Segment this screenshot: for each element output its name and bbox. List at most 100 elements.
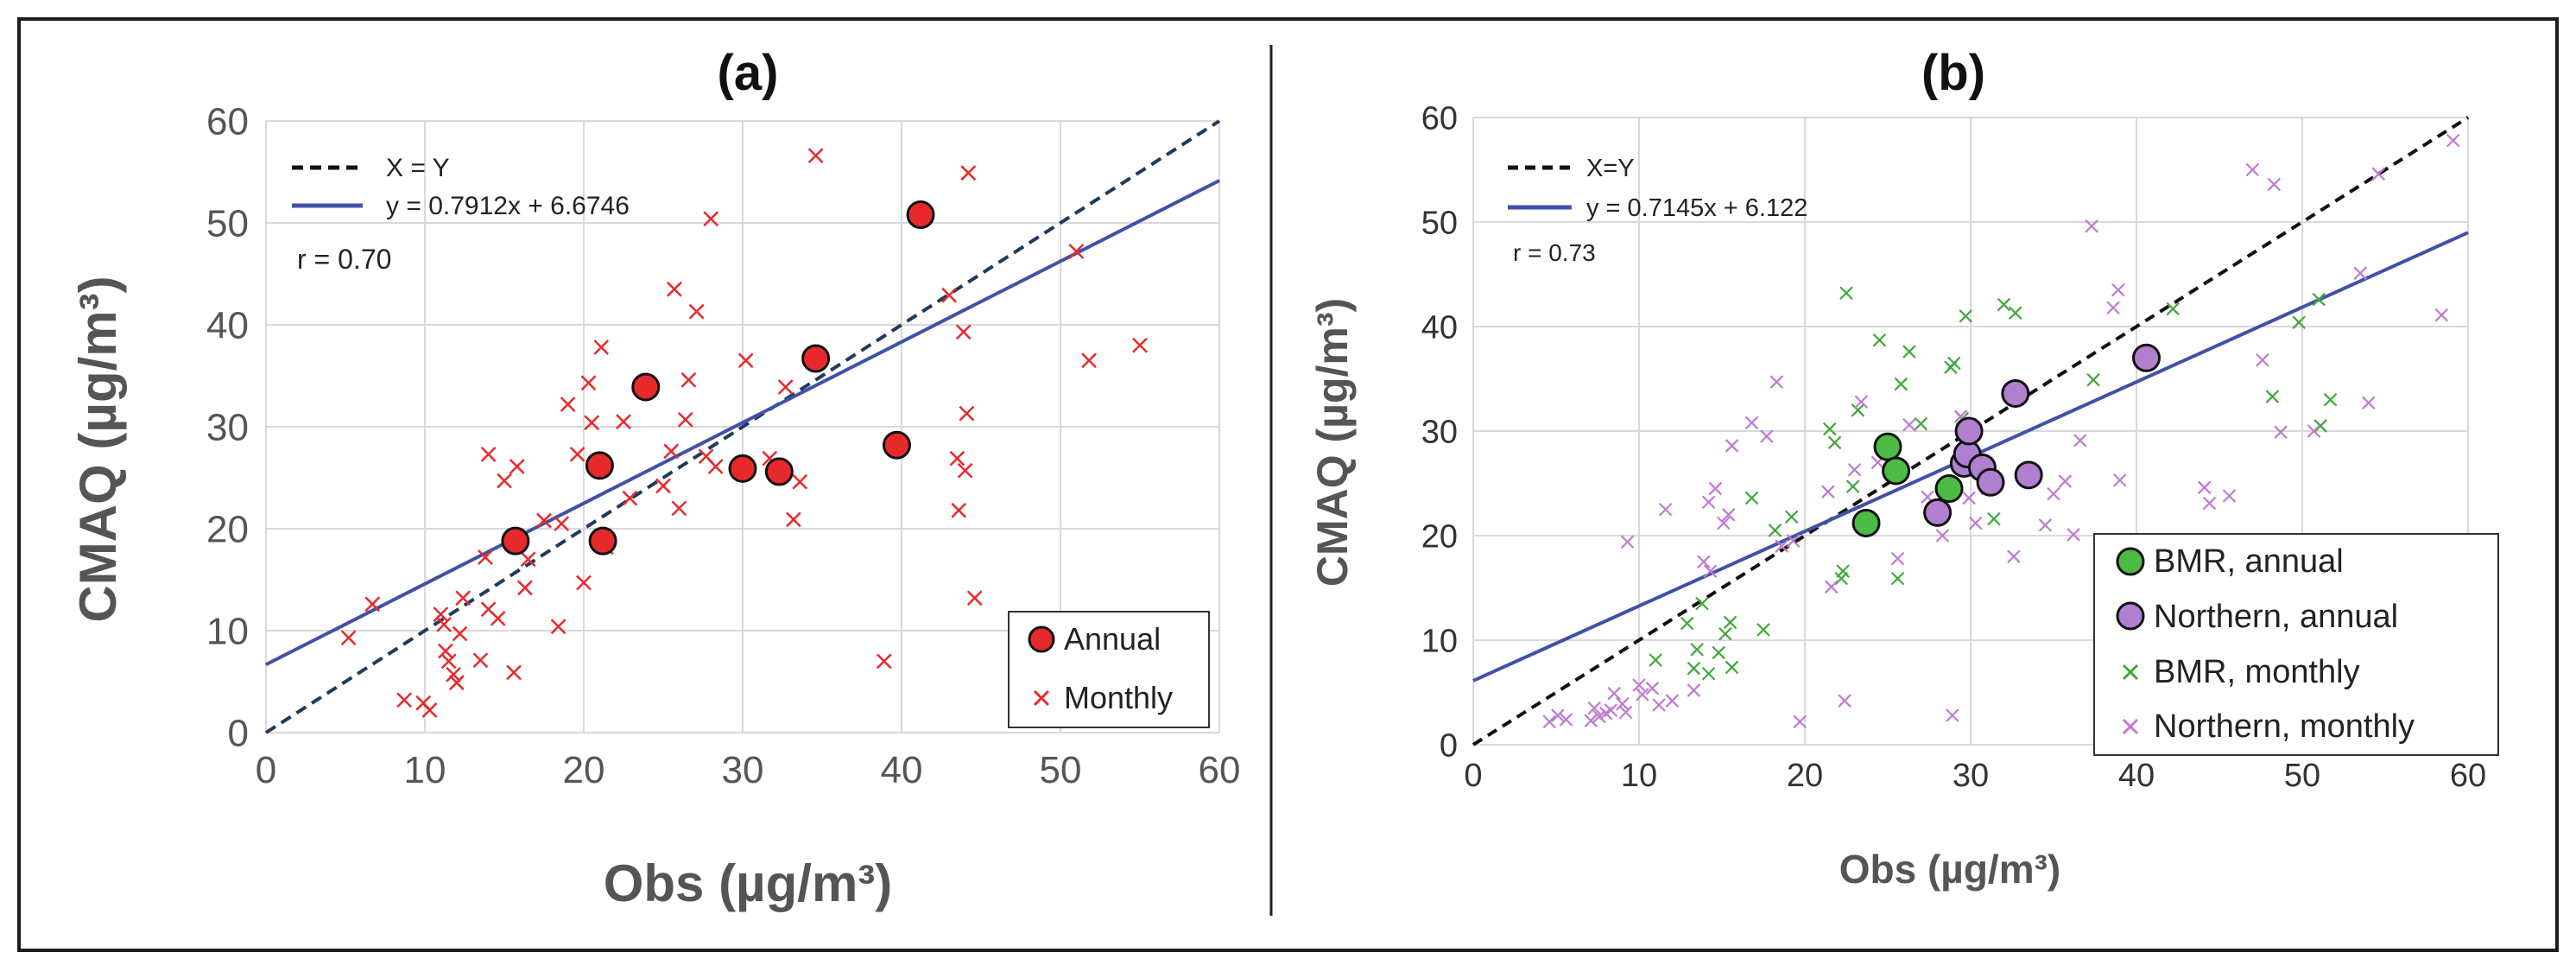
point-northern-monthly [1721,508,1736,522]
y-tick-label: 40 [206,304,249,346]
point-northern-monthly [1708,481,1723,496]
point-bmr-monthly [1756,623,1770,637]
point-monthly [959,405,975,422]
point-monthly [1081,352,1098,369]
axes: 0 10 20 30 40 50 60 0 10 20 30 40 50 60 [1421,100,2486,794]
point-northern-monthly [1658,502,1673,517]
point-northern-monthly [1769,375,1784,389]
point-northern-monthly [2113,473,2127,487]
point-bmr-monthly [1845,479,1860,493]
legend-label-monthly: Monthly [1064,680,1173,715]
legend-label-fit: y = 0.7912x + 6.6746 [386,192,630,220]
point-bmr-monthly [1836,564,1850,578]
point-bmr-monthly [2313,419,2327,433]
point-northern-monthly [1645,681,1660,695]
point-bmr-monthly [2292,315,2306,329]
point-monthly [792,473,808,490]
y-tick-label: 60 [1421,100,1458,136]
point-monthly [957,462,973,479]
point-monthly [671,500,687,517]
legend-label-northern-annual: Northern, annual [2154,599,2398,635]
point-bmr-monthly [1725,660,1739,675]
point-bmr-monthly [1987,511,2001,526]
point-monthly [446,666,462,682]
point-northern-monthly [1968,516,1983,530]
legend-box [2093,533,2499,756]
x-tick-label: 60 [2450,758,2486,794]
point-northern-monthly [2073,434,2087,448]
point-monthly [580,375,597,391]
y-tick-label: 20 [1421,518,1458,555]
axes: 0 10 20 30 40 50 60 0 10 20 30 40 50 60 [206,100,1240,791]
point-northern-monthly [1890,551,1905,566]
legend-marker-northern-annual [2116,601,2145,631]
point-northern-monthly [1652,698,1666,712]
point-northern-monthly [1793,714,1807,729]
point-monthly [480,446,497,462]
point-northern-monthly [2047,486,2060,501]
point-bmr-monthly [1687,661,1701,676]
point-monthly [1132,337,1148,353]
point-northern-monthly [2274,425,2288,439]
point-northern-monthly [1854,395,1869,409]
point-northern-monthly [2222,489,2237,503]
x-tick-label: 0 [1464,758,1482,794]
x-tick-label: 10 [1621,758,1657,794]
point-northern-monthly [1935,529,1950,543]
series-legend: Annual Monthly [1008,611,1210,728]
point-monthly [433,606,449,623]
point-monthly [520,551,536,568]
legend-label-fit: y = 0.7145x + 6.122 [1586,194,1807,222]
y-tick-label: 0 [228,712,249,754]
point-monthly [490,610,506,626]
scatter-points [1542,133,2460,729]
point-northern-monthly [1687,683,1701,697]
point-northern-monthly [1744,416,1759,430]
point-northern-monthly [1559,713,1573,727]
point-northern-monthly [1587,701,1601,715]
point-monthly [593,340,610,355]
y-axis-label: CMAQ (µg/m³) [1308,298,1357,587]
point-annual [588,526,617,556]
point-bmr-monthly [1839,286,1853,301]
x-tick-label: 40 [881,749,923,791]
point-bmr-monthly [1680,616,1694,631]
point-northern-monthly [2007,549,2021,563]
point-northern-monthly [2202,496,2217,511]
point-bmr-monthly [1823,422,1837,436]
point-monthly [1068,244,1085,259]
point-annual [631,372,661,402]
legend-marker-monthly [1033,689,1050,707]
legend-label-xy: X=Y [1586,155,1635,182]
point-monthly [569,446,585,462]
panel-label: (a) [718,45,779,101]
point-monthly [677,411,693,428]
point-northern-annual [1923,498,1953,527]
point-northern-monthly [1551,708,1565,722]
point-northern-monthly [1584,714,1598,727]
chart-panel-a: (a) 0 10 20 30 40 50 60 0 10 20 30 40 50 60 Obs (µg/m… [69,45,1240,912]
point-northern-monthly [1636,688,1649,702]
point-bmr-monthly [1649,653,1662,667]
point-monthly [688,303,705,320]
point-northern-monthly [1665,694,1680,708]
point-bmr-monthly [2009,306,2022,321]
x-axis-label: Obs (µg/m³) [1839,847,2060,892]
point-northern-monthly [1592,709,1606,724]
point-annual [882,430,911,460]
point-northern-annual [2001,378,2030,408]
point-monthly [951,502,967,518]
point-monthly [455,590,472,606]
point-monthly [452,625,468,642]
point-bmr-monthly [1947,356,1961,371]
identity-line [264,119,1221,734]
point-monthly [364,596,381,613]
point-monthly [448,675,465,691]
point-monthly [509,459,525,474]
point-annual [728,454,757,483]
point-northern-monthly [2256,352,2269,367]
point-monthly [876,653,892,670]
point-northern-monthly [2058,474,2073,488]
x-tick-label: 50 [1040,749,1082,791]
point-bmr-annual [1934,474,1964,504]
